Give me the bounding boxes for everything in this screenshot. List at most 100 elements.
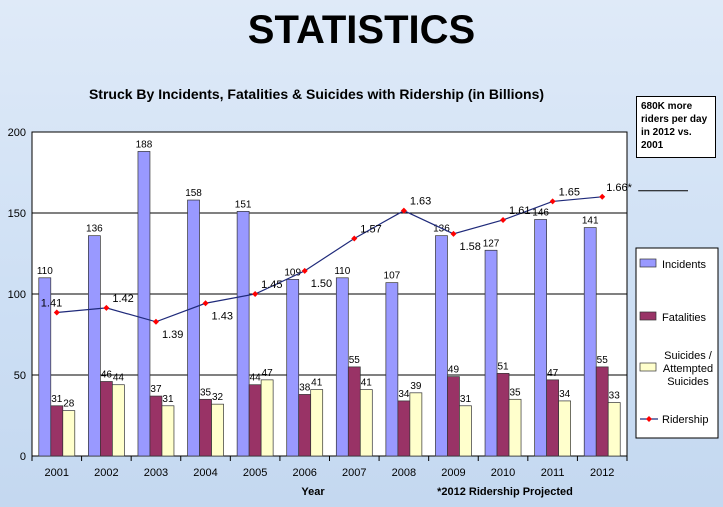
bar-incidents (534, 219, 547, 457)
x-tick-label: 2009 (441, 467, 465, 479)
bar-value-label: 39 (410, 381, 422, 392)
bar-incidents (187, 199, 200, 457)
bar-incidents (385, 282, 399, 457)
bar-value-label: 28 (63, 399, 75, 410)
ridership-point (599, 193, 606, 200)
bar-value-label: 47 (547, 368, 559, 379)
bar-value-label: 33 (609, 391, 621, 402)
bar-suicides (260, 379, 274, 457)
footnote: *2012 Ridership Projected (437, 486, 573, 498)
bar-value-label: 31 (460, 394, 472, 405)
bar-value-label: 158 (185, 188, 202, 199)
bar-incidents (236, 211, 250, 457)
bar-incidents (137, 151, 151, 457)
y-tick-label: 50 (14, 370, 26, 382)
x-axis-title: Year (301, 486, 325, 498)
bar-suicides (459, 405, 472, 457)
x-tick-label: 2006 (292, 467, 316, 479)
bar-fatalities (347, 366, 361, 457)
legend-label: Incidents (662, 259, 707, 271)
bar-fatalities (447, 376, 460, 457)
ridership-point (53, 309, 60, 316)
ridership-point (152, 318, 159, 325)
x-tick-label: 2010 (491, 467, 515, 479)
bar-value-label: 44 (113, 373, 125, 384)
x-tick-label: 2007 (342, 467, 366, 479)
legend-swatch (639, 362, 657, 372)
bar-incidents (435, 235, 448, 457)
bar-suicides (310, 389, 324, 457)
bar-value-label: 47 (262, 368, 274, 379)
bar-incidents (335, 277, 349, 457)
ridership-label: 1.61 (509, 205, 530, 217)
bar-suicides (211, 403, 224, 457)
bar-suicides (62, 410, 76, 457)
y-tick-label: 100 (8, 289, 26, 301)
bar-value-label: 109 (284, 267, 301, 278)
bar-value-label: 136 (86, 224, 103, 235)
bar-fatalities (100, 381, 113, 457)
ridership-label: 1.66* (606, 182, 632, 194)
ridership-label: 1.41 (41, 298, 62, 310)
ridership-point (103, 304, 110, 311)
bar-value-label: 136 (433, 224, 450, 235)
bar-value-label: 55 (349, 355, 361, 366)
bar-value-label: 107 (384, 271, 401, 282)
x-tick-label: 2005 (243, 467, 267, 479)
x-tick-label: 2011 (541, 467, 565, 479)
legend-marker (646, 416, 652, 422)
bar-value-label: 49 (448, 365, 460, 376)
y-tick-label: 150 (8, 208, 26, 220)
legend-label: Fatalities (662, 312, 707, 324)
bar-incidents (38, 277, 52, 457)
bar-value-label: 35 (200, 387, 212, 398)
bar-incidents (583, 227, 597, 457)
bar-suicides (161, 405, 175, 457)
x-tick-label: 2003 (144, 467, 168, 479)
bar-value-label: 34 (559, 389, 571, 400)
ridership-label: 1.58 (459, 241, 480, 253)
bar-value-label: 110 (334, 266, 350, 277)
y-tick-label: 200 (8, 127, 26, 139)
legend-swatch (639, 258, 657, 268)
ridership-line (56, 196, 603, 323)
legend (635, 247, 719, 439)
ridership-point (202, 300, 209, 307)
bar-fatalities (397, 400, 411, 457)
x-tick-label: 2001 (45, 467, 69, 479)
x-tick-label: 2002 (94, 467, 118, 479)
bar-suicides (508, 398, 522, 457)
bar-value-label: 44 (250, 373, 262, 384)
bar-fatalities (546, 379, 559, 457)
bar-suicides (359, 389, 373, 457)
ridership-label: 1.43 (212, 310, 233, 322)
y-tick-label: 0 (20, 451, 26, 463)
bar-incidents (88, 235, 101, 457)
bar-value-label: 37 (150, 384, 162, 395)
ridership-callout: 680K more riders per day in 2012 vs. 200… (636, 96, 716, 158)
bar-value-label: 146 (532, 207, 549, 218)
chart-title: Struck By Incidents, Fatalities & Suicid… (88, 86, 545, 102)
bar-value-label: 41 (311, 378, 323, 389)
ridership-point (301, 267, 308, 274)
ridership-label: 1.50 (311, 278, 332, 290)
bar-value-label: 188 (136, 139, 153, 150)
bar-value-label: 34 (398, 389, 410, 400)
bar-fatalities (298, 394, 312, 457)
ridership-label: 1.45 (261, 279, 282, 291)
bar-fatalities (248, 384, 262, 457)
bar-suicides (409, 392, 423, 457)
bar-value-label: 31 (162, 394, 174, 405)
bar-value-label: 46 (101, 369, 113, 380)
bar-value-label: 110 (37, 266, 53, 277)
bar-value-label: 127 (483, 238, 500, 249)
bar-value-label: 151 (235, 199, 252, 210)
ridership-label: 1.65 (559, 186, 580, 198)
ridership-point (549, 198, 556, 205)
bar-suicides (607, 402, 621, 457)
bar-incidents (484, 249, 498, 457)
x-tick-label: 2004 (193, 467, 217, 479)
ridership-label: 1.42 (112, 293, 133, 305)
x-tick-label: 2012 (590, 467, 614, 479)
